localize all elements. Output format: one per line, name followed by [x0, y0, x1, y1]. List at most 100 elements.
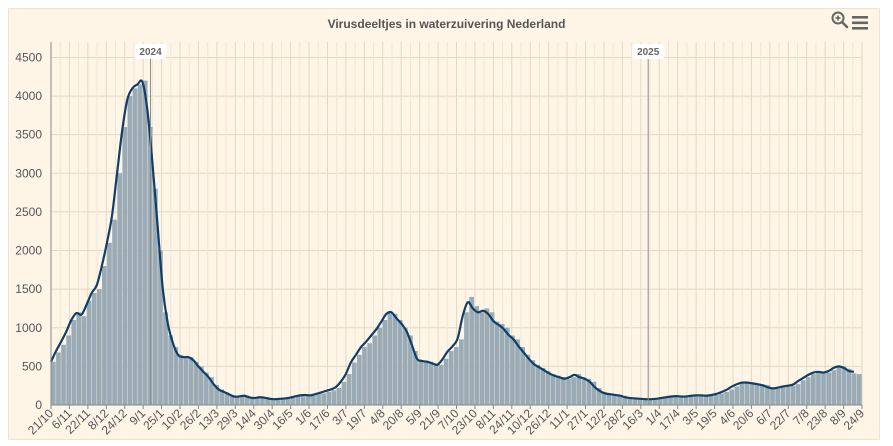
bar: [698, 394, 704, 405]
bar: [535, 364, 541, 405]
hamburger-menu-icon: [852, 16, 868, 30]
bar: [173, 347, 179, 405]
bar: [708, 395, 714, 405]
bar: [285, 398, 291, 405]
bar: [316, 394, 321, 405]
bar: [260, 397, 265, 405]
year-marker-badge: [632, 44, 665, 59]
year-marker-label: 2024: [139, 47, 162, 58]
bar: [765, 384, 770, 405]
bar: [831, 370, 837, 405]
bar: [617, 394, 622, 405]
bar: [362, 347, 367, 405]
y-tick-label: 1500: [15, 282, 42, 296]
bar: [76, 312, 82, 405]
bar: [719, 393, 724, 405]
bar: [821, 371, 826, 405]
bar: [448, 350, 454, 405]
bar: [127, 96, 133, 405]
bar: [96, 289, 102, 405]
bar: [484, 308, 490, 405]
bar: [759, 384, 765, 405]
bar: [387, 312, 393, 405]
bar: [423, 361, 429, 405]
bar: [66, 335, 71, 405]
bar: [372, 335, 378, 405]
bar: [586, 378, 592, 405]
bar: [234, 397, 240, 405]
bar: [693, 395, 699, 405]
bar: [219, 389, 225, 405]
bar: [204, 372, 209, 405]
bar: [632, 398, 638, 405]
bar: [346, 374, 352, 405]
bar: [714, 394, 719, 405]
bar: [158, 250, 163, 405]
zoom-button[interactable]: [831, 11, 849, 29]
bar: [581, 377, 587, 405]
bar: [530, 360, 536, 405]
bar: [351, 362, 357, 405]
bar: [132, 88, 138, 405]
bar: [438, 364, 444, 405]
magnifier-plus-icon: [831, 11, 849, 29]
bar: [382, 320, 388, 405]
menu-button[interactable]: [851, 15, 869, 31]
bar: [703, 394, 709, 405]
bar: [270, 398, 276, 405]
bar: [249, 397, 255, 405]
bar: [734, 386, 740, 405]
bar: [668, 397, 673, 405]
bar: [275, 399, 281, 405]
bar: [341, 381, 347, 405]
bar: [647, 399, 653, 405]
bar: [122, 126, 128, 406]
bar: [244, 395, 250, 405]
bar: [178, 354, 184, 405]
series-line: [50, 79, 855, 401]
bar: [137, 84, 143, 405]
bar: [489, 312, 495, 405]
bar: [729, 389, 735, 405]
bar: [663, 398, 668, 405]
y-tick-label: 4000: [15, 89, 42, 103]
bar: [540, 367, 546, 405]
bar: [397, 320, 403, 405]
bar: [856, 374, 862, 405]
bar: [673, 396, 678, 405]
bar: [657, 398, 663, 405]
y-tick-label: 1000: [15, 321, 42, 335]
bar: [739, 383, 745, 405]
year-markers: 2024 2025: [134, 44, 665, 405]
bar: [443, 358, 449, 405]
bar: [678, 395, 684, 405]
bar: [193, 361, 199, 405]
bar: [841, 366, 847, 405]
year-marker-badge: [134, 44, 167, 59]
bar: [357, 354, 362, 405]
x-tick-label: 19/7: [343, 406, 370, 433]
bar: [591, 381, 597, 405]
y-tick-label: 4500: [15, 50, 42, 64]
bar: [163, 312, 168, 405]
x-tick-label: 23/8: [804, 406, 831, 433]
bar: [642, 398, 648, 405]
bar: [744, 381, 750, 405]
bar: [652, 399, 658, 405]
bar: [550, 374, 556, 405]
y-tick-label: 2500: [15, 205, 42, 219]
bar: [520, 347, 525, 405]
y-tick-label: 500: [22, 359, 42, 373]
bar: [229, 394, 235, 405]
bar: [102, 265, 107, 405]
bar: [754, 383, 760, 405]
bar: [402, 327, 408, 405]
bar: [836, 367, 842, 405]
bar: [413, 350, 418, 405]
bar: [265, 397, 270, 405]
bar: [780, 387, 786, 405]
bar: [367, 343, 372, 405]
bar: [627, 397, 633, 405]
bar: [51, 361, 56, 405]
chart-title: Virusdeeltjes in waterzuivering Nederlan…: [327, 17, 566, 31]
